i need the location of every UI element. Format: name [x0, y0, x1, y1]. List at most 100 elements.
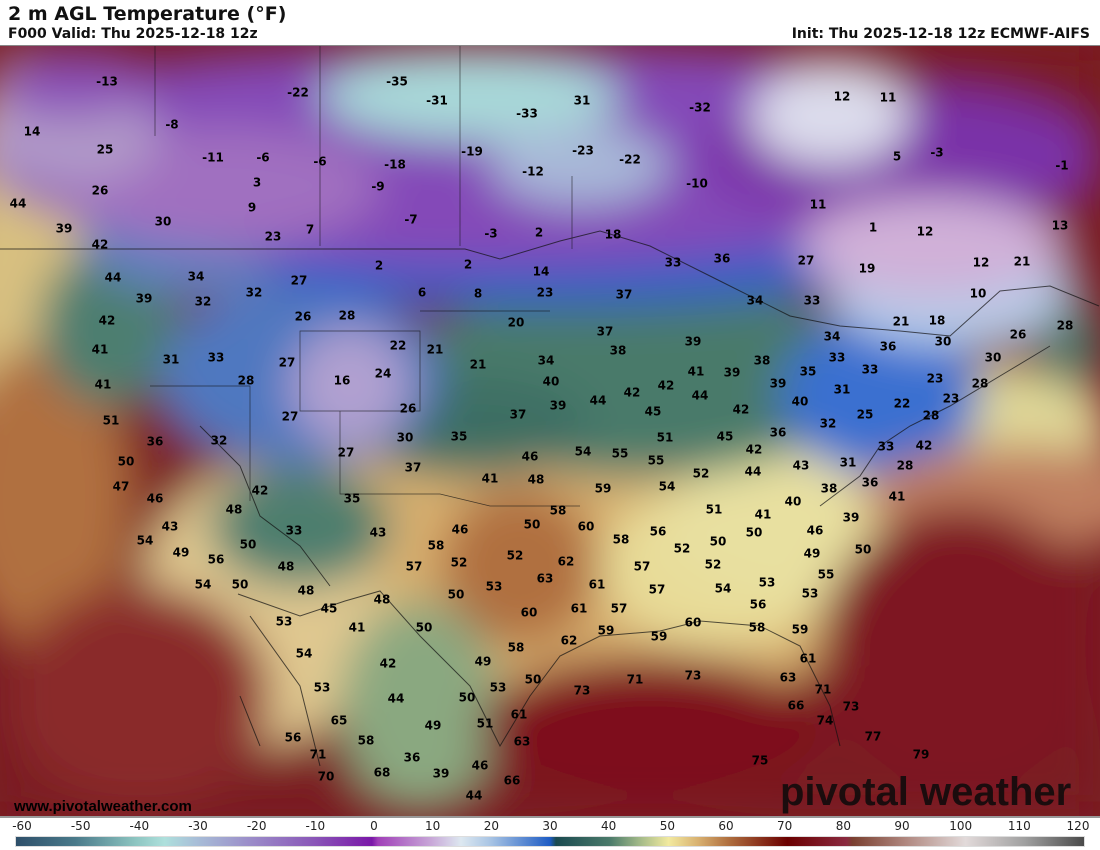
temperature-label: 42 — [657, 378, 675, 393]
temperature-label: 23 — [942, 391, 960, 406]
temperature-label: 26 — [399, 401, 417, 416]
temperature-label: 61 — [588, 577, 606, 592]
temperature-label: 33 — [285, 523, 303, 538]
temperature-label: 35 — [799, 364, 817, 379]
temperature-label: 41 — [888, 489, 906, 504]
temperature-label: 31 — [839, 455, 857, 470]
temperature-label: 32 — [245, 285, 263, 300]
temperature-label: 39 — [769, 376, 787, 391]
temperature-label: 22 — [389, 338, 407, 353]
site-url: www.pivotalweather.com — [14, 798, 192, 815]
colorbar-tick-label: 90 — [894, 819, 910, 833]
temperature-label: 28 — [1056, 318, 1074, 333]
temperature-label: 52 — [506, 548, 524, 563]
temperature-label: 39 — [549, 398, 567, 413]
temperature-label: 55 — [647, 453, 665, 468]
temperature-label: 8 — [473, 286, 483, 301]
temperature-label: 21 — [892, 314, 910, 329]
temperature-label: 34 — [823, 329, 841, 344]
init-time-model: Init: Thu 2025-12-18 12z ECMWF-AIFS — [791, 26, 1090, 42]
temperature-label: 22 — [893, 396, 911, 411]
temperature-label: 60 — [520, 605, 538, 620]
temperature-label: -3 — [484, 226, 498, 241]
temperature-label: 11 — [879, 90, 897, 105]
colorbar-tick-label: 60 — [718, 819, 734, 833]
map-header: 2 m AGL Temperature (°F) F000 Valid: Thu… — [0, 0, 1100, 45]
temperature-label: 33 — [664, 255, 682, 270]
temperature-label: 58 — [549, 503, 567, 518]
temperature-label: 42 — [745, 442, 763, 457]
temperature-label: 40 — [542, 374, 560, 389]
temperature-label: 42 — [623, 385, 641, 400]
temperature-label: 14 — [23, 124, 41, 139]
temperature-label: 56 — [207, 552, 225, 567]
temperature-label: -23 — [572, 143, 594, 158]
temperature-label: 54 — [574, 444, 592, 459]
temperature-label: 42 — [251, 483, 269, 498]
temperature-label: 54 — [714, 581, 732, 596]
temperature-label: 71 — [309, 747, 327, 762]
temperature-label: 66 — [787, 698, 805, 713]
temperature-label: 14 — [532, 264, 550, 279]
colorbar — [15, 836, 1085, 847]
temperature-label: 53 — [489, 680, 507, 695]
temperature-label: 73 — [684, 668, 702, 683]
temperature-label: 43 — [161, 519, 179, 534]
temperature-label: 71 — [814, 682, 832, 697]
temperature-label: 48 — [225, 502, 243, 517]
temperature-label: 38 — [820, 481, 838, 496]
temperature-label: 28 — [237, 373, 255, 388]
temperature-label: 27 — [337, 445, 355, 460]
temperature-label: 30 — [984, 350, 1002, 365]
temperature-label: 28 — [922, 408, 940, 423]
temperature-label: 48 — [373, 592, 391, 607]
temperature-label: 46 — [806, 523, 824, 538]
temperature-label: -6 — [313, 154, 327, 169]
temperature-label: 21 — [1013, 254, 1031, 269]
temperature-label: 42 — [915, 438, 933, 453]
temperature-label: 54 — [658, 479, 676, 494]
temperature-label: 44 — [9, 196, 27, 211]
temperature-label: 62 — [557, 554, 575, 569]
temperature-label: 42 — [98, 313, 116, 328]
temperature-label: 35 — [450, 429, 468, 444]
temperature-label: 41 — [94, 377, 112, 392]
temperature-label: 51 — [705, 502, 723, 517]
temperature-label: 59 — [597, 623, 615, 638]
temperature-label: 23 — [926, 371, 944, 386]
temperature-label: 31 — [162, 352, 180, 367]
temperature-label: 51 — [656, 430, 674, 445]
colorbar-tick-label: -50 — [70, 819, 91, 833]
temperature-label: 37 — [596, 324, 614, 339]
temperature-label: 30 — [154, 214, 172, 229]
colorbar-tick-label: -60 — [12, 819, 32, 833]
colorbar-tick-label: -10 — [305, 819, 326, 833]
temperature-label: 44 — [387, 691, 405, 706]
temperature-label: 41 — [754, 507, 772, 522]
colorbar-tick-label: 120 — [1066, 819, 1090, 833]
temperature-label: 37 — [509, 407, 527, 422]
temperature-label: 75 — [751, 753, 769, 768]
temperature-label: 55 — [817, 567, 835, 582]
temperature-label: 59 — [594, 481, 612, 496]
temperature-label: 51 — [102, 413, 120, 428]
temperature-label: 12 — [916, 224, 934, 239]
temperature-map[interactable]: -13 -22 -35 -31 -33 31 -32 12 11 14 -8 25 -11 -6 -6 -18… — [0, 45, 1100, 818]
temperature-label: 5 — [892, 149, 902, 164]
temperature-label: 16 — [333, 373, 351, 388]
temperature-label: 52 — [450, 555, 468, 570]
temperature-label: 53 — [485, 579, 503, 594]
temperature-label: 74 — [816, 713, 834, 728]
temperature-label: 2 — [374, 258, 384, 273]
temperature-label: 54 — [194, 577, 212, 592]
temperature-label: 48 — [527, 472, 545, 487]
temperature-label: 34 — [746, 293, 764, 308]
temperature-label: 68 — [373, 765, 391, 780]
temperature-label: -22 — [619, 152, 641, 167]
temperature-label: 36 — [879, 339, 897, 354]
temperature-label: 7 — [305, 222, 315, 237]
temperature-label: 26 — [294, 309, 312, 324]
temperature-label: 56 — [284, 730, 302, 745]
temperature-label: 45 — [716, 429, 734, 444]
temperature-label: 18 — [928, 313, 946, 328]
